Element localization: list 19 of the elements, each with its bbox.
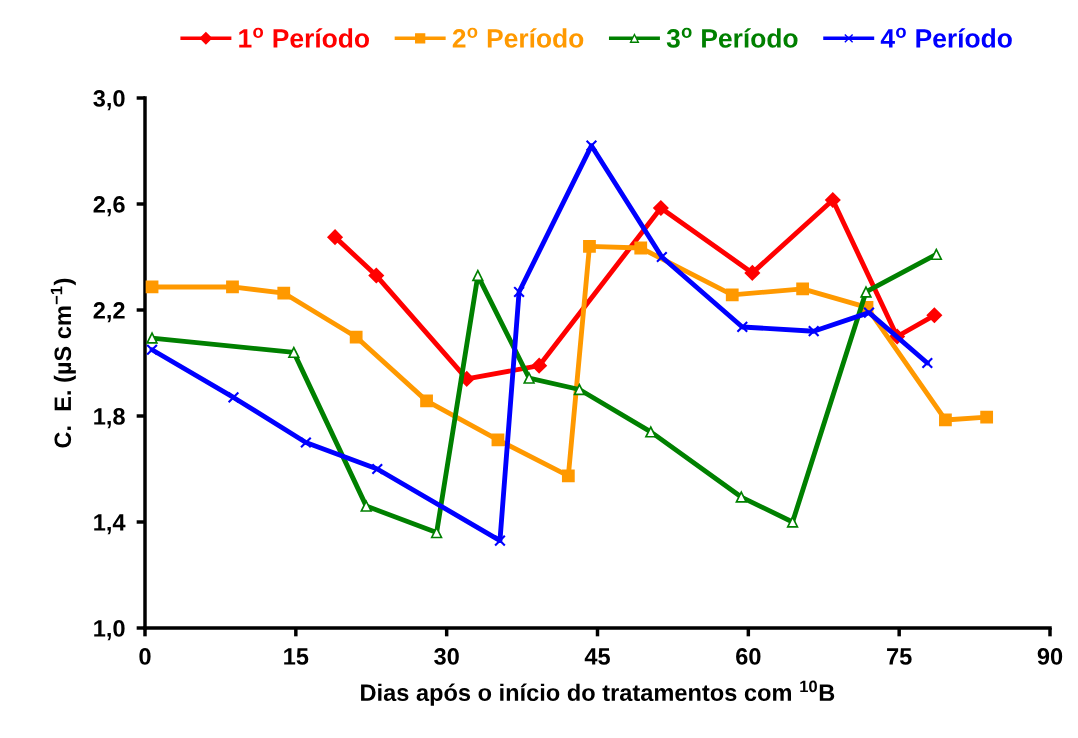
legend-label: 3$^{o}$ Período [666,27,798,48]
x-tick-label: 15 [284,648,309,665]
y-tick-label: 1,0 [94,620,125,641]
x-tick-label: 45 [584,648,610,665]
x-tick-label: 90 [1037,648,1063,665]
x-tick-label: 0 [139,648,151,665]
x-tick-label: 75 [887,648,912,665]
x-tick-label: 30 [434,648,459,665]
y-tick-label: 2,6 [93,196,125,217]
legend-label: 1$^{o}$ Período [239,27,369,48]
y-axis-title: C. E. (µS cm$^{−1}$) [50,278,76,448]
y-tick-label: 1,8 [94,408,125,429]
y-tick-label: 3,0 [93,90,125,111]
x-axis-title: Dias após o início do tratamentos com $^{10}$B [361,680,835,706]
legend-label: 4$^{o}$ Período [880,27,1012,48]
legend-label: 2$^{o}$ Período [452,27,584,48]
x-tick-label: 60 [736,648,761,665]
y-tick-label: 1,4 [94,514,126,535]
y-tick-label: 2,2 [93,302,125,323]
